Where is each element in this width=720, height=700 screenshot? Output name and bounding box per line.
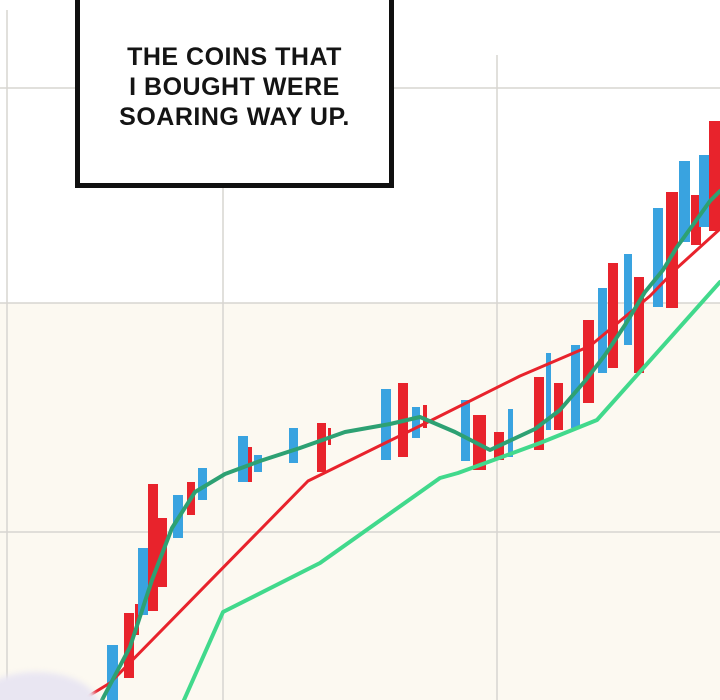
candle-down [554, 383, 563, 430]
candle-up [107, 645, 118, 700]
candle-down [709, 121, 720, 231]
speech-line: I BOUGHT WERE [129, 73, 340, 101]
ma-line-mid [80, 227, 720, 700]
candle-down [634, 277, 644, 373]
candle-up [624, 254, 632, 345]
candle-down [423, 405, 427, 428]
ma-line-slow [182, 280, 720, 700]
candle-up [138, 548, 148, 615]
candle-up [508, 409, 513, 457]
candle-down [583, 320, 594, 403]
candle-up [653, 208, 663, 307]
candle-down [317, 423, 326, 472]
candle-up [461, 400, 470, 461]
candle-up [598, 288, 607, 373]
candle-down [534, 377, 544, 450]
ma-line-fast [100, 189, 720, 700]
candle-down [148, 484, 158, 611]
candle-up [412, 407, 420, 438]
candle-down [608, 263, 618, 368]
candle-up [198, 468, 207, 500]
speech-line: THE COINS THAT [127, 43, 342, 71]
candle-up [571, 345, 580, 428]
speech-bubble: THE COINS THAT I BOUGHT WERE SOARING WAY… [75, 0, 394, 188]
candle-down [666, 192, 678, 308]
candle-up [289, 428, 298, 463]
candle-up [699, 155, 709, 227]
speech-bubble-text: THE COINS THAT I BOUGHT WERE SOARING WAY… [80, 42, 389, 132]
candle-up [546, 353, 551, 430]
candle-up [679, 161, 690, 242]
candle-up [238, 436, 248, 482]
speech-line: SOARING WAY UP. [119, 103, 350, 131]
